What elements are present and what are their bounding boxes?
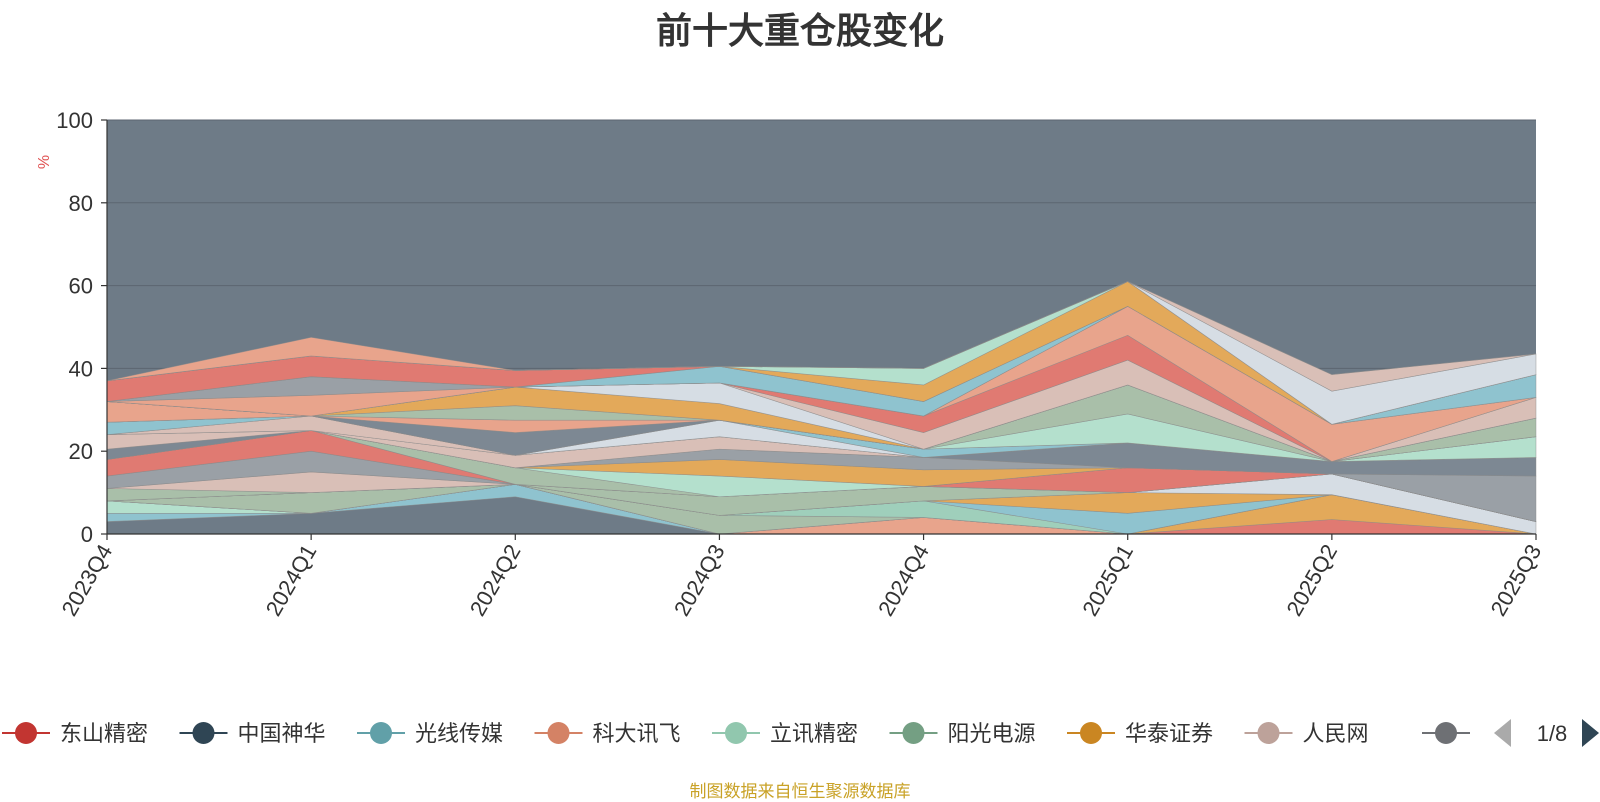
series-area-42[interactable]	[106, 281, 1537, 382]
legend-marker	[725, 722, 747, 744]
legend-label: 光线传媒	[415, 722, 503, 747]
x-tick-label: 2025Q2	[1281, 540, 1342, 620]
legend-marker	[192, 722, 215, 744]
legend: 东山精密中国神华光线传媒科大讯飞立讯精密阳光电源华泰证券人民网中国1/8	[0, 713, 1600, 753]
y-tick-label: 80	[69, 191, 93, 216]
legend-item[interactable]: 立讯精密	[712, 722, 858, 747]
legend-marker	[15, 722, 37, 744]
x-tick-label: 2024Q3	[669, 540, 730, 620]
legend-item[interactable]: 人民网	[1244, 722, 1369, 747]
legend-item[interactable]: 中国神华	[179, 722, 326, 747]
legend-item[interactable]: 光线传媒	[357, 722, 503, 747]
legend-label: 科大讯飞	[593, 722, 681, 747]
legend-item[interactable]: 东山精密	[2, 722, 148, 747]
source-note: 制图数据来自恒生聚源数据库	[689, 782, 911, 802]
legend-label: 华泰证券	[1125, 722, 1213, 747]
y-tick-label: 40	[69, 356, 93, 381]
legend-marker	[1080, 722, 1102, 744]
legend-marker	[902, 722, 925, 744]
y-tick-label: 20	[69, 439, 93, 464]
legend-item[interactable]: 华泰证券	[1067, 722, 1213, 747]
legend-label: 中国神华	[238, 722, 326, 747]
x-tick-label: 2024Q4	[873, 540, 934, 620]
x-tick-label: 2024Q2	[465, 540, 526, 620]
x-tick-label: 2023Q4	[57, 540, 118, 620]
legend-prev-arrow-icon[interactable]	[1494, 719, 1511, 747]
y-axis-unit: %	[36, 155, 53, 169]
x-tick-label: 2024Q1	[261, 540, 322, 620]
legend-label: 立讯精密	[770, 722, 858, 747]
legend-label: 东山精密	[60, 722, 148, 747]
y-tick-label: 100	[56, 108, 93, 133]
y-tick-label: 60	[69, 274, 93, 299]
y-tick-label: 0	[81, 522, 93, 547]
legend-marker	[547, 722, 570, 744]
legend-marker	[1257, 722, 1280, 744]
x-tick-label: 2025Q3	[1486, 540, 1547, 620]
legend-item[interactable]: 科大讯飞	[534, 722, 681, 747]
legend-item[interactable]: 阳光电源	[889, 722, 1036, 747]
legend-page-indicator: 1/8	[1537, 721, 1568, 746]
legend-marker	[370, 722, 392, 744]
x-tick-label: 2025Q1	[1077, 540, 1138, 620]
legend-next-arrow-icon[interactable]	[1582, 719, 1599, 747]
legend-label: 阳光电源	[948, 722, 1036, 747]
legend-marker	[1435, 722, 1457, 744]
chart-title: 前十大重仓股变化	[655, 11, 944, 52]
legend-label: 人民网	[1303, 722, 1369, 747]
